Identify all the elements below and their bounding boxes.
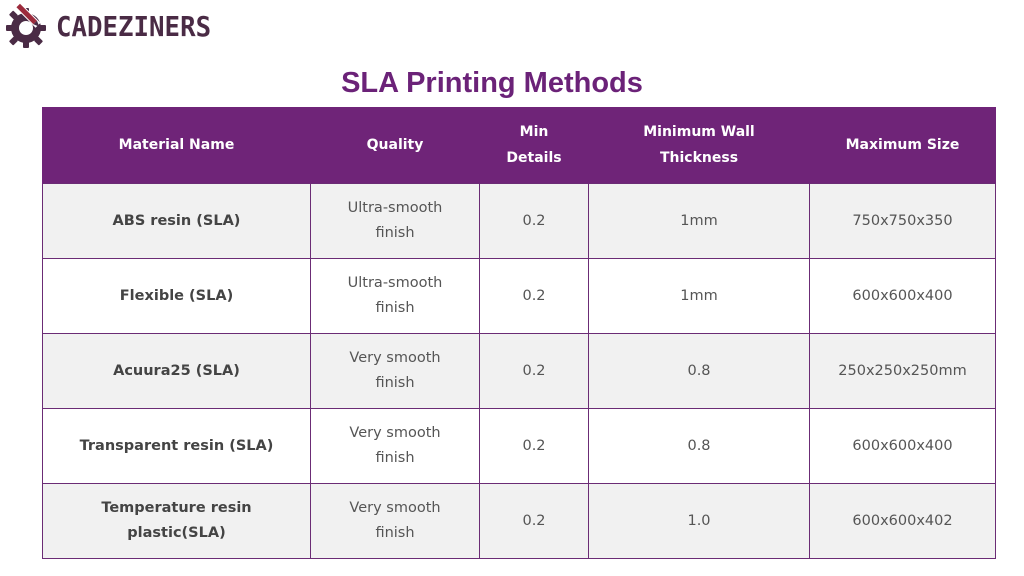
header-min-wall-thickness: Minimum Wall Thickness xyxy=(588,107,810,184)
cell-material: Transparent resin (SLA) xyxy=(42,408,311,484)
cell-min-details: 0.2 xyxy=(479,333,589,409)
cell-material: Flexible (SLA) xyxy=(42,258,311,334)
cell-max-size: 250x250x250mm xyxy=(809,333,996,409)
cell-material: ABS resin (SLA) xyxy=(42,183,311,259)
cell-quality: Ultra-smooth finish xyxy=(310,183,480,259)
cell-max-size: 600x600x402 xyxy=(809,483,996,559)
cell-min-details: 0.2 xyxy=(479,183,589,259)
brand-logo: CADEZINERS xyxy=(2,2,225,50)
cell-min-details: 0.2 xyxy=(479,483,589,559)
cell-quality: Very smooth finish xyxy=(310,483,480,559)
cell-min-wall: 1.0 xyxy=(588,483,810,559)
table-header-row: Material Name Quality Min Details Minimum… xyxy=(42,107,996,184)
table-row: Temperature resin plastic(SLA) Very smoot… xyxy=(42,483,996,559)
cell-min-details: 0.2 xyxy=(479,408,589,484)
cell-quality: Ultra-smooth finish xyxy=(310,258,480,334)
cell-min-details: 0.2 xyxy=(479,258,589,334)
header-maximum-size: Maximum Size xyxy=(809,107,996,184)
cell-min-wall: 0.8 xyxy=(588,408,810,484)
gear-pencil-logo-icon xyxy=(6,3,46,48)
cell-min-wall: 0.8 xyxy=(588,333,810,409)
cell-material: Acuura25 (SLA) xyxy=(42,333,311,409)
header-min-details: Min Details xyxy=(479,107,589,184)
header-quality: Quality xyxy=(310,107,480,184)
table-row: Transparent resin (SLA) Very smooth finis… xyxy=(42,408,996,484)
cell-max-size: 600x600x400 xyxy=(809,408,996,484)
cell-quality: Very smooth finish xyxy=(310,333,480,409)
table-row: ABS resin (SLA) Ultra-smooth finish 0.2 1… xyxy=(42,183,996,259)
table-row: Flexible (SLA) Ultra-smooth finish 0.2 1m… xyxy=(42,258,996,334)
cell-material: Temperature resin plastic(SLA) xyxy=(42,483,311,559)
header-material-name: Material Name xyxy=(42,107,311,184)
cell-min-wall: 1mm xyxy=(588,183,810,259)
sla-methods-table: Material Name Quality Min Details Minimum… xyxy=(42,107,996,559)
cell-quality: Very smooth finish xyxy=(310,408,480,484)
cell-max-size: 750x750x350 xyxy=(809,183,996,259)
table-row: Acuura25 (SLA) Very smooth finish 0.2 0.8… xyxy=(42,333,996,409)
brand-name: CADEZINERS xyxy=(56,9,212,43)
page-title: SLA Printing Methods xyxy=(341,67,643,99)
cell-min-wall: 1mm xyxy=(588,258,810,334)
cell-max-size: 600x600x400 xyxy=(809,258,996,334)
